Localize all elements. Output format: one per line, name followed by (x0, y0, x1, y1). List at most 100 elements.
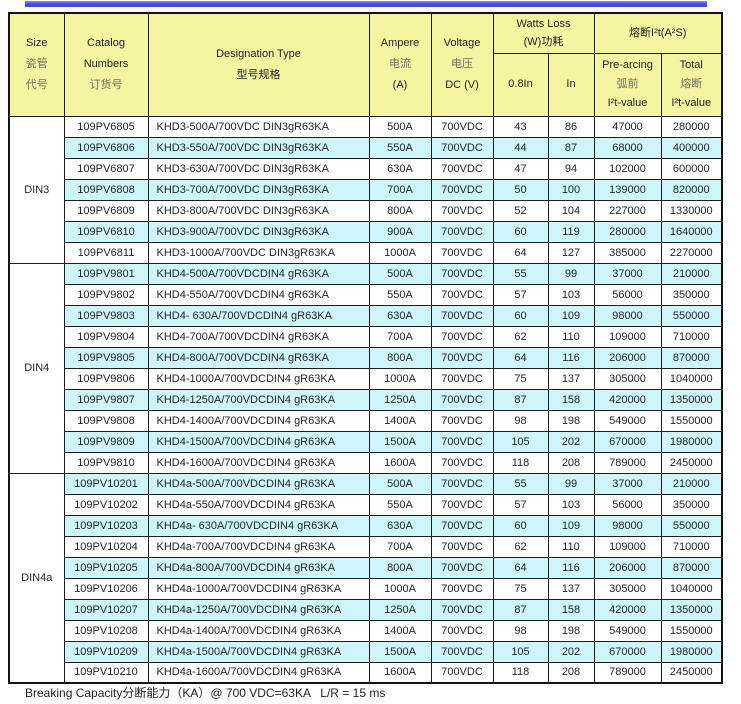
ampere-cell: 1500A (368, 640, 432, 663)
catalog-number-cell: 109PV9802 (63, 283, 149, 306)
watts-in-cell: 86 (547, 115, 595, 138)
col-header-designation: Designation Type 型号规格 (147, 12, 370, 117)
watts-in-cell: 158 (547, 598, 595, 621)
prearcing-i2t-cell: 227000 (593, 199, 662, 222)
table-row: 109PV6808 KHD3-700A/700VDC DIN3gR63KA 700A… (9, 178, 723, 201)
watts-in-cell: 137 (547, 577, 595, 600)
catalog-number-cell: 109PV6808 (63, 178, 149, 201)
watts-in-cell: 109 (547, 514, 595, 537)
catalog-number-cell: 109PV9805 (63, 346, 149, 369)
prearcing-i2t-cell: 109000 (593, 325, 662, 348)
col-header-designation-en: Designation Type (216, 47, 301, 60)
designation-cell: KHD4-1400A/700VDCDIN4 gR63KA (147, 409, 370, 432)
watts-in-cell: 198 (547, 409, 595, 432)
total-i2t-cell: 210000 (660, 262, 723, 285)
ampere-cell: 700A (368, 178, 432, 201)
catalog-number-cell: 109PV9801 (63, 262, 149, 285)
watts-08in-cell: 64 (492, 556, 549, 579)
designation-cell: KHD4-1000A/700VDCDIN4 gR63KA (147, 367, 370, 390)
prearcing-i2t-cell: 305000 (593, 577, 662, 600)
table-row: 109PV10205 KHD4a-800A/700VDCDIN4 gR63KA 80… (9, 556, 723, 579)
ampere-cell: 1500A (368, 430, 432, 453)
designation-cell: KHD4a-1400A/700VDCDIN4 gR63KA (147, 619, 370, 642)
total-i2t-cell: 550000 (660, 514, 723, 537)
total-i2t-cell: 350000 (660, 493, 723, 516)
watts-08in-cell: 60 (492, 514, 549, 537)
designation-cell: KHD4a-800A/700VDCDIN4 gR63KA (147, 556, 370, 579)
total-i2t-cell: 2450000 (660, 451, 723, 474)
watts-in-cell: 116 (547, 556, 595, 579)
ampere-cell: 900A (368, 220, 432, 243)
prearcing-i2t-cell: 98000 (593, 514, 662, 537)
prearcing-i2t-cell: 206000 (593, 346, 662, 369)
ampere-cell: 1250A (368, 388, 432, 411)
catalog-number-cell: 109PV6807 (63, 157, 149, 180)
watts-in-cell: 87 (547, 136, 595, 159)
watts-in-cell: 100 (547, 178, 595, 201)
table-row: DIN4a 109PV10201 KHD4a-500A/700VDCDIN4 gR6… (8, 472, 723, 684)
voltage-cell: 700VDC (430, 136, 494, 159)
prearcing-value-label: I²t-value (607, 97, 648, 109)
prearcing-i2t-cell: 385000 (593, 241, 662, 264)
designation-cell: KHD3-630A/700VDC DIN3gR63KA (147, 157, 370, 180)
watts-08in-cell: 60 (492, 220, 549, 243)
ampere-cell: 500A (368, 262, 432, 285)
watts-in-cell: 109 (547, 304, 595, 327)
designation-cell: KHD3-800A/700VDC DIN3gR63KA (147, 199, 370, 222)
catalog-number-cell: 109PV9804 (63, 325, 149, 348)
table-row: 109PV9810 KHD4-1600A/700VDCDIN4 gR63KA 160… (9, 451, 723, 474)
voltage-cell: 700VDC (430, 304, 494, 327)
total-i2t-cell: 710000 (660, 535, 723, 558)
voltage-cell: 700VDC (430, 178, 494, 201)
prearcing-i2t-cell: 789000 (593, 451, 662, 474)
catalog-number-cell: 109PV9806 (63, 367, 149, 390)
prearcing-i2t-cell: 37000 (593, 262, 662, 285)
prearcing-i2t-cell: 670000 (593, 640, 662, 663)
total-cn: 熔断 (680, 78, 703, 90)
voltage-cell: 700VDC (430, 157, 494, 180)
designation-cell: KHD4a-1600A/700VDCDIN4 gR63KA (147, 661, 370, 684)
table-row: 109PV6806 KHD3-550A/700VDC DIN3gR63KA 550A… (9, 136, 723, 159)
watts-in-cell: 103 (547, 283, 595, 306)
size-group-cell: DIN4 (8, 262, 65, 474)
catalog-number-cell: 109PV10205 (63, 556, 149, 579)
breaking-capacity-footnote: Breaking Capacity分断能力（KA）@ 700 VDC=63KA … (25, 686, 386, 700)
total-i2t-cell: 1980000 (660, 640, 723, 663)
ampere-cell: 1000A (368, 577, 432, 600)
total-i2t-cell: 820000 (660, 178, 723, 201)
total-i2t-cell: 400000 (660, 136, 723, 159)
catalog-number-cell: 109PV9803 (63, 304, 149, 327)
watts-08in-cell: 62 (492, 535, 549, 558)
watts-08in-cell: 98 (492, 409, 549, 432)
col-header-i2t-group: 熔断I²t(A²S) (593, 12, 723, 54)
col-header-watts-in: In (547, 52, 595, 117)
watts-loss-cn: (W)功耗 (523, 36, 564, 49)
total-i2t-cell: 870000 (660, 346, 723, 369)
watts-in-cell: 198 (547, 619, 595, 642)
voltage-cell: 700VDC (430, 451, 494, 474)
ampere-cell: 550A (368, 493, 432, 516)
ampere-cell: 550A (368, 136, 432, 159)
ampere-cell: 800A (368, 346, 432, 369)
table-body: DIN3 109PV6805 KHD3-500A/700VDC DIN3gR63KA… (8, 115, 723, 684)
table-row: 109PV10210 KHD4a-1600A/700VDCDIN4 gR63KA 1… (9, 661, 723, 684)
col-header-voltage: Voltage 电压 DC (V) (430, 12, 494, 117)
col-header-voltage-en: Voltage (443, 37, 481, 50)
table-row: 109PV10207 KHD4a-1250A/700VDCDIN4 gR63KA 1… (9, 598, 723, 621)
voltage-cell: 700VDC (430, 367, 494, 390)
watts-08in-cell: 87 (492, 598, 549, 621)
ampere-cell: 630A (368, 157, 432, 180)
designation-cell: KHD4-800A/700VDCDIN4 gR63KA (147, 346, 370, 369)
ampere-cell: 1600A (368, 661, 432, 684)
watts-08in-cell: 55 (492, 262, 549, 285)
watts-08in-cell: 87 (492, 388, 549, 411)
designation-cell: KHD3-500A/700VDC DIN3gR63KA (147, 115, 370, 138)
col-header-ampere-cn: 电流 (389, 58, 411, 71)
total-i2t-cell: 350000 (660, 283, 723, 306)
voltage-cell: 700VDC (430, 430, 494, 453)
ampere-cell: 1400A (368, 619, 432, 642)
table-row: 109PV9805 KHD4-800A/700VDCDIN4 gR63KA 800A… (9, 346, 723, 369)
ampere-cell: 700A (368, 535, 432, 558)
designation-cell: KHD4a-1500A/700VDCDIN4 gR63KA (147, 640, 370, 663)
